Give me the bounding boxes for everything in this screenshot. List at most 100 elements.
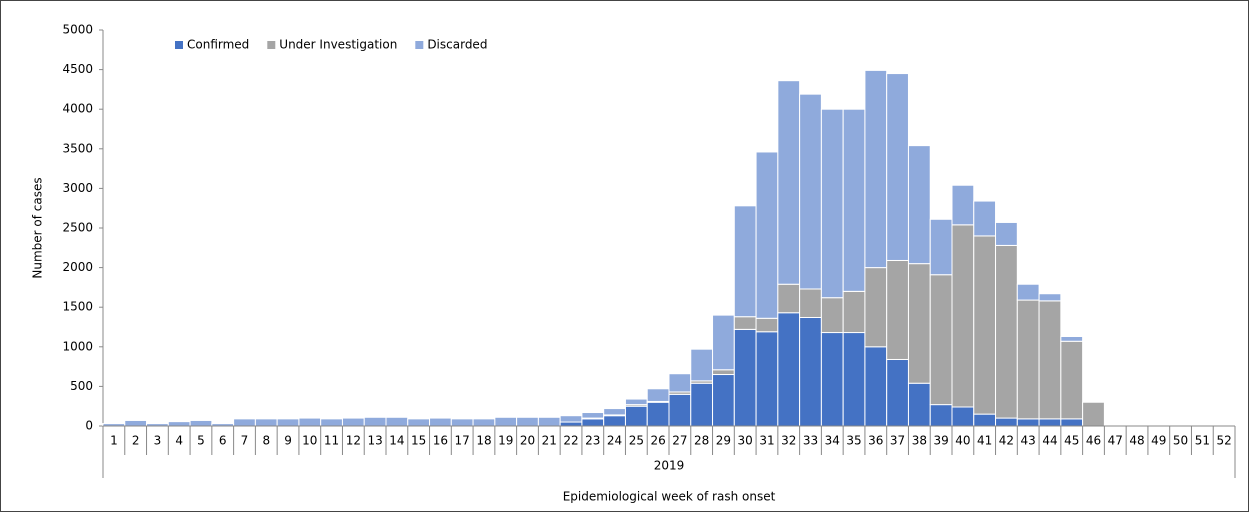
- x-tick-label: 51: [1195, 434, 1210, 448]
- bar-segment: [712, 314, 735, 371]
- x-tick-label: 39: [933, 434, 948, 448]
- x-tick-label: 10: [302, 434, 317, 448]
- bar-segment: [341, 417, 365, 427]
- x-tick-label: 4: [175, 434, 183, 448]
- bar-segment: [929, 274, 953, 406]
- bar-segment: [603, 408, 626, 416]
- x-tick-label: 50: [1173, 434, 1188, 448]
- bar-segment: [167, 421, 191, 427]
- legend-swatch: [415, 41, 424, 49]
- bar-segment: [951, 224, 975, 408]
- bar-segment: [712, 369, 735, 376]
- bar-segment: [320, 418, 343, 427]
- x-tick-label: 9: [284, 434, 292, 448]
- bar-segment: [777, 312, 801, 427]
- bar-segment: [1060, 340, 1084, 420]
- bar-segment: [995, 244, 1018, 419]
- bar-segment: [559, 421, 583, 427]
- bar-segment: [886, 259, 909, 360]
- bar-segment: [973, 235, 997, 415]
- bar-segment: [1038, 300, 1062, 420]
- x-tick-label: 24: [607, 434, 622, 448]
- bar-segment: [864, 267, 888, 348]
- bar-segment: [124, 419, 148, 427]
- bar-segment: [842, 290, 866, 334]
- x-tick-label: 47: [1108, 434, 1123, 448]
- y-tick-label: 1500: [62, 300, 93, 314]
- x-tick-label: 42: [999, 434, 1014, 448]
- bar-segment: [516, 416, 539, 427]
- bar-segment: [189, 419, 213, 427]
- bar-segment: [886, 73, 909, 261]
- x-tick-label: 45: [1064, 434, 1079, 448]
- x-tick-label: 41: [977, 434, 992, 448]
- y-axis-title: Number of cases: [31, 177, 45, 278]
- y-tick-label: 500: [70, 379, 93, 393]
- bar-segment: [690, 348, 714, 382]
- bar-segment: [755, 151, 779, 319]
- bar-segment: [755, 317, 779, 333]
- x-tick-label: 36: [868, 434, 883, 448]
- x-tick-label: 6: [219, 434, 227, 448]
- x-tick-label: 12: [346, 434, 361, 448]
- bar-segment: [429, 417, 452, 427]
- bar-segment: [820, 108, 844, 299]
- x-tick-label: 44: [1042, 434, 1057, 448]
- bar-segment: [603, 415, 626, 427]
- x-tick-label: 27: [672, 434, 687, 448]
- x-tick-label: 17: [455, 434, 470, 448]
- x-tick-label: 23: [585, 434, 600, 448]
- bar-segment: [581, 418, 605, 427]
- bar-segment: [907, 145, 931, 265]
- x-tick-label: 30: [738, 434, 753, 448]
- bar-segment: [929, 218, 953, 276]
- bar-segment: [951, 406, 975, 427]
- x-tick-label: 48: [1129, 434, 1144, 448]
- x-axis-title: Epidemiological week of rash onset: [563, 490, 776, 504]
- x-tick-label: 5: [197, 434, 205, 448]
- bar-segment: [733, 205, 757, 318]
- bar-segment: [777, 80, 801, 285]
- x-tick-label: 29: [716, 434, 731, 448]
- y-tick-label: 2500: [62, 221, 93, 235]
- bar-segment: [1082, 401, 1105, 427]
- bar-segment: [624, 398, 648, 406]
- x-tick-label: 13: [367, 434, 382, 448]
- x-tick-label: 14: [389, 434, 404, 448]
- y-tick-label: 3500: [62, 141, 93, 155]
- x-tick-label: 49: [1151, 434, 1166, 448]
- y-tick-label: 4500: [62, 62, 93, 76]
- bar-segment: [1038, 293, 1062, 302]
- bar-segment: [799, 93, 822, 290]
- bar-segment: [1016, 299, 1040, 420]
- legend-label: Discarded: [427, 38, 487, 52]
- bar-segment: [385, 416, 409, 427]
- bar-segment: [995, 221, 1018, 246]
- bar-segment: [907, 382, 931, 427]
- bar-segment: [450, 418, 474, 427]
- x-tick-label: 43: [1021, 434, 1036, 448]
- x-tick-label: 8: [262, 434, 270, 448]
- x-tick-label: 16: [433, 434, 448, 448]
- bar-segment: [907, 263, 931, 384]
- bar-segment: [864, 346, 888, 427]
- x-tick-label: 34: [825, 434, 840, 448]
- bar-segment: [820, 332, 844, 427]
- y-tick-label: 2000: [62, 260, 93, 274]
- bar-segment: [472, 418, 496, 427]
- x-tick-label: 26: [650, 434, 665, 448]
- x-tick-label: 22: [563, 434, 578, 448]
- bar-segment: [733, 316, 757, 330]
- bar-segment: [842, 332, 866, 427]
- bar-segment: [646, 401, 670, 427]
- y-tick-label: 4000: [62, 102, 93, 116]
- bar-segment: [233, 418, 256, 427]
- y-tick-label: 1000: [62, 339, 93, 353]
- bar-segment: [363, 416, 387, 427]
- bar-segment: [1016, 418, 1040, 427]
- bar-segment: [951, 184, 975, 226]
- bar-segment: [537, 416, 561, 427]
- bar-segment: [820, 297, 844, 334]
- x-tick-label: 32: [781, 434, 796, 448]
